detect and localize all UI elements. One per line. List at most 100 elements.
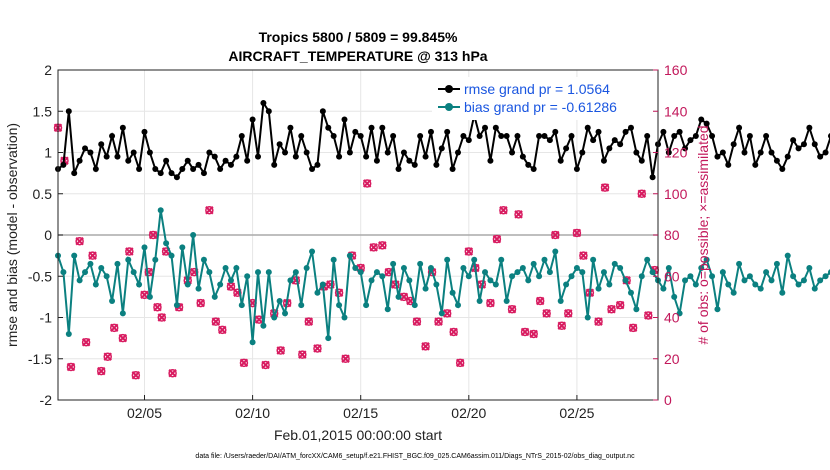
rmse-point bbox=[379, 124, 386, 131]
bias-point bbox=[627, 289, 634, 296]
rmse-point bbox=[119, 124, 126, 131]
rmse-point bbox=[811, 141, 818, 148]
obs-possible-point bbox=[600, 183, 610, 192]
obs-assimilated-point bbox=[594, 317, 603, 326]
bias-point bbox=[811, 285, 818, 292]
bias-point bbox=[325, 335, 332, 342]
legend-bias-marker bbox=[445, 103, 453, 111]
rmse-point bbox=[71, 170, 78, 177]
bias-point bbox=[319, 281, 326, 288]
rmse-point bbox=[644, 133, 651, 139]
rmse-point bbox=[168, 170, 175, 177]
obs-possible-point bbox=[434, 317, 443, 326]
rmse-point bbox=[276, 141, 283, 148]
bias-point bbox=[492, 281, 499, 288]
legend-rmse-marker bbox=[445, 85, 453, 93]
legend-box bbox=[432, 77, 653, 120]
rmse-point bbox=[292, 153, 299, 160]
bias-point bbox=[314, 289, 321, 296]
obs-cross-stroke bbox=[153, 302, 162, 312]
bias-point bbox=[433, 281, 440, 288]
obs-cross-stroke bbox=[399, 292, 409, 302]
rmse-point bbox=[422, 153, 429, 160]
rmse-point bbox=[271, 161, 278, 168]
obs-possible-point bbox=[131, 371, 141, 380]
obs-cross-stroke bbox=[529, 329, 538, 339]
bias-point bbox=[184, 281, 191, 288]
bias-point bbox=[119, 310, 126, 317]
bias-point bbox=[687, 273, 694, 280]
obs-possible-point bbox=[557, 321, 567, 330]
y-axis-right-ticks: 0 20 40 60 80 100 120 140 160 bbox=[653, 62, 688, 408]
bias-point bbox=[703, 256, 710, 263]
bias-point bbox=[152, 256, 159, 263]
bias-point bbox=[157, 207, 164, 214]
obs-cross-stroke bbox=[615, 300, 625, 310]
rmse-point bbox=[568, 133, 575, 139]
obs-possible-point bbox=[378, 241, 387, 250]
rmse-point bbox=[546, 137, 553, 144]
bias-point bbox=[568, 273, 575, 280]
bias-point bbox=[92, 281, 99, 288]
rmse-point bbox=[541, 133, 548, 139]
obs-possible-point bbox=[81, 338, 91, 347]
obs-cross-stroke bbox=[313, 344, 322, 353]
obs-cross-stroke bbox=[334, 288, 344, 297]
bias-point bbox=[173, 302, 180, 309]
bias-point bbox=[125, 256, 132, 263]
rmse-point bbox=[184, 157, 191, 164]
obs-assimilated-point bbox=[421, 342, 430, 351]
bias-point bbox=[163, 240, 170, 247]
bias-point bbox=[330, 256, 337, 263]
obs-cross-stroke bbox=[486, 298, 495, 308]
obs-assimilated-point bbox=[226, 282, 236, 291]
x-tick-label: 02/10 bbox=[235, 405, 270, 421]
obs-assimilated-point bbox=[261, 360, 270, 370]
bias-point bbox=[746, 273, 753, 280]
rmse-point bbox=[206, 149, 213, 156]
obs-assimilated-point bbox=[514, 210, 523, 219]
bias-point bbox=[206, 269, 213, 276]
obs-possible-point bbox=[421, 342, 430, 351]
obs-possible-point bbox=[125, 247, 134, 256]
rmse-point bbox=[427, 128, 434, 135]
bias-point bbox=[779, 289, 786, 296]
bias-point bbox=[60, 269, 67, 276]
bias-point bbox=[611, 260, 618, 267]
obs-cross-stroke bbox=[118, 333, 128, 343]
obs-possible-point bbox=[304, 317, 314, 326]
bias-point bbox=[227, 277, 234, 284]
bias-point bbox=[719, 269, 726, 276]
rmse-point bbox=[736, 124, 743, 131]
bias-point bbox=[136, 281, 143, 288]
rmse-point bbox=[725, 161, 732, 168]
obs-possible-point bbox=[615, 300, 625, 310]
rmse-point bbox=[519, 153, 526, 160]
obs-possible-point bbox=[464, 247, 474, 256]
rmse-point bbox=[709, 133, 716, 139]
bias-point bbox=[249, 339, 256, 346]
legend: rmse grand pr = 1.0564 bias grand pr = -… bbox=[432, 77, 653, 120]
obs-assimilated-point bbox=[66, 362, 76, 372]
obs-possible-point bbox=[88, 251, 97, 260]
rmse-point bbox=[827, 133, 830, 139]
obs-assimilated-point bbox=[644, 311, 653, 320]
bias-point bbox=[671, 293, 678, 300]
obs-cross-stroke bbox=[276, 346, 285, 355]
bias-point bbox=[373, 269, 380, 276]
rmse-point bbox=[779, 166, 786, 172]
rmse-point bbox=[498, 133, 505, 139]
rmse-point bbox=[87, 149, 94, 156]
rmse-point bbox=[800, 141, 807, 148]
rmse-point bbox=[146, 149, 153, 156]
bias-point bbox=[265, 269, 272, 276]
rmse-point bbox=[536, 133, 543, 139]
y-tick-label-right: 20 bbox=[664, 351, 680, 367]
bias-point bbox=[525, 277, 532, 284]
obs-cross-stroke bbox=[97, 366, 106, 376]
rmse-point bbox=[698, 116, 705, 123]
rmse-point bbox=[606, 145, 613, 152]
bias-point bbox=[217, 281, 224, 288]
rmse-point bbox=[676, 128, 683, 135]
obs-cross-stroke bbox=[564, 309, 573, 318]
